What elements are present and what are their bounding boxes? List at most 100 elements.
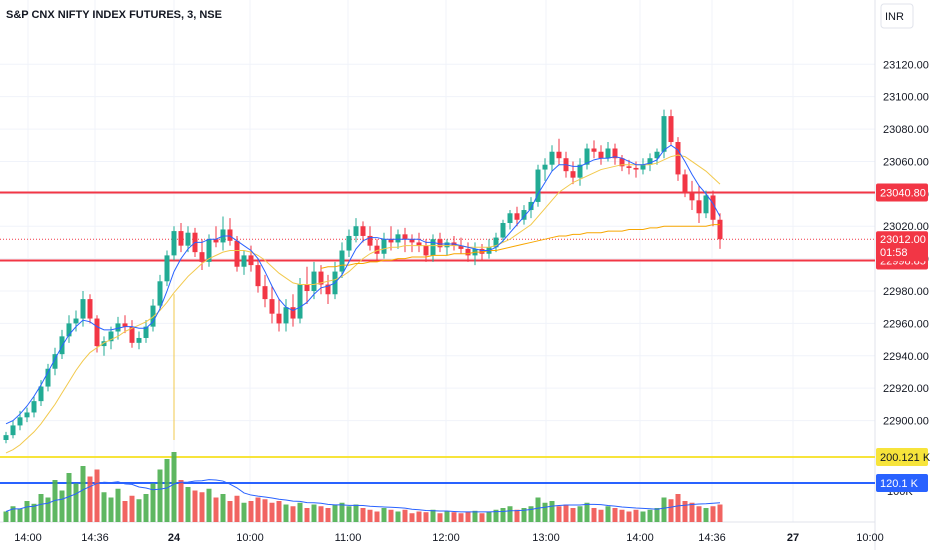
volume-bar	[220, 494, 226, 522]
price-tick-label: 23060.00	[883, 156, 929, 168]
candle-body	[311, 271, 317, 292]
candle-body	[458, 245, 464, 249]
volume-bar	[661, 497, 667, 522]
volume-level-badge-label: 200.121 K	[880, 452, 931, 464]
volume-bar	[157, 469, 163, 522]
volume-bar	[535, 497, 541, 522]
candle-body	[570, 171, 576, 178]
countdown-label: 01:58	[880, 247, 908, 259]
candle-body	[255, 265, 261, 287]
volume-bar	[402, 509, 408, 522]
volume-bar	[332, 504, 338, 522]
candle-body	[199, 252, 205, 262]
candle-body	[52, 354, 58, 369]
candle-body	[360, 226, 366, 236]
candle-body	[514, 213, 520, 220]
candle-body	[444, 242, 450, 248]
candle-body	[304, 284, 310, 292]
candle-body	[500, 222, 506, 238]
candle-body	[122, 323, 128, 327]
candle-body	[10, 425, 16, 436]
candle-body	[45, 368, 51, 387]
volume-bar	[598, 509, 604, 522]
volume-bar	[423, 512, 429, 522]
volume-bar	[52, 480, 58, 522]
volume-bar	[164, 459, 170, 522]
volume-bar	[430, 509, 436, 522]
candle-body	[605, 148, 611, 159]
candle-body	[507, 213, 513, 223]
volume-bar	[59, 490, 65, 522]
candle-body	[185, 232, 191, 246]
volume-bar	[563, 504, 569, 522]
candle-body	[206, 239, 212, 262]
candle-body	[381, 239, 387, 254]
candle-body	[283, 307, 289, 324]
price-levels	[0, 191, 875, 484]
volume-bar	[297, 502, 303, 522]
volume-bar	[150, 483, 156, 522]
candle-body	[136, 337, 142, 343]
volume-bar	[234, 495, 240, 522]
volume-bar	[381, 508, 387, 522]
volume-bar	[3, 511, 9, 522]
volume-bar	[31, 503, 37, 522]
volume-bar	[143, 494, 149, 522]
candle-body	[423, 245, 429, 256]
volume-bar	[451, 512, 457, 522]
candle-body	[248, 255, 254, 266]
candle-body	[668, 116, 674, 143]
candle-body	[80, 299, 86, 319]
candle-body	[402, 234, 408, 240]
ma-long-line	[320, 224, 720, 269]
volume-bar	[129, 495, 135, 522]
volume-bar	[255, 497, 261, 522]
volume-bar	[360, 508, 366, 522]
candle-body	[339, 250, 345, 272]
volume-bar	[269, 502, 275, 522]
volume-ma-line	[5, 479, 721, 513]
candle-body	[696, 200, 702, 214]
candle-body	[549, 151, 555, 165]
candle-body	[150, 305, 156, 327]
last-price-badge	[876, 231, 928, 262]
candle-body	[108, 331, 114, 342]
volume-bar	[717, 504, 723, 522]
volume-bar	[710, 506, 716, 522]
candle-body	[213, 239, 219, 243]
candle-body	[640, 164, 646, 170]
volume-bar	[696, 506, 702, 522]
candle-body	[416, 242, 422, 246]
volume-bar	[353, 504, 359, 522]
candle-body	[73, 318, 79, 324]
candle-body	[115, 323, 121, 332]
volume-bar	[108, 497, 114, 522]
volume-bar	[479, 513, 485, 522]
volume-bar	[80, 466, 86, 522]
time-tick-label: 11:00	[335, 532, 362, 544]
volume-bar	[388, 509, 394, 522]
volume-bar	[486, 511, 492, 522]
candles	[3, 109, 723, 444]
candle-body	[290, 307, 296, 319]
candle-body	[703, 195, 709, 214]
last-price-label: 23012.00	[880, 234, 926, 246]
volume-bar	[514, 509, 520, 522]
volume-bar	[619, 509, 625, 522]
candle-body	[353, 226, 359, 236]
price-tick-label: 22980.00	[883, 286, 929, 298]
candle-body	[717, 219, 723, 240]
time-tick-label: 27	[787, 532, 799, 544]
volume-bar	[73, 483, 79, 522]
volume-bar	[346, 506, 352, 522]
volume-bar	[136, 499, 142, 522]
volume-bar	[94, 469, 100, 522]
candle-body	[647, 158, 653, 165]
volume-bar	[689, 502, 695, 522]
volume-bar	[199, 492, 205, 522]
volume-bar	[682, 501, 688, 522]
candle-body	[577, 164, 583, 178]
candle-body	[591, 148, 597, 152]
candle-body	[521, 210, 527, 220]
